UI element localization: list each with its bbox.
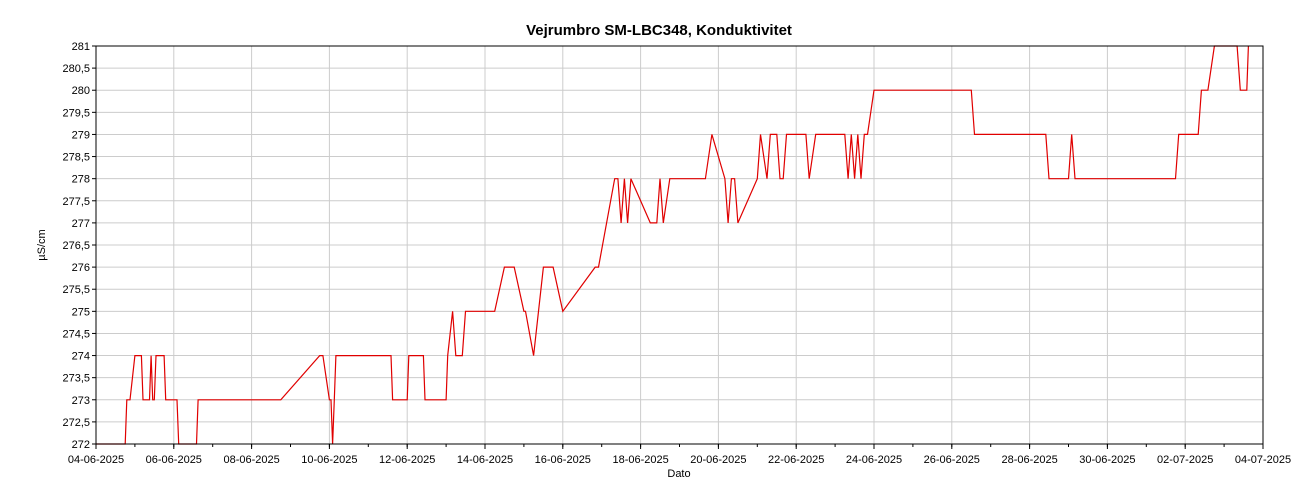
x-tick-label: 08-06-2025 <box>223 454 279 466</box>
y-tick-label: 276 <box>72 262 90 274</box>
y-tick-label: 277 <box>72 218 90 230</box>
x-tick-label: 06-06-2025 <box>146 454 202 466</box>
y-tick-label: 277,5 <box>62 196 90 208</box>
x-tick-label: 18-06-2025 <box>612 454 668 466</box>
x-tick-label: 04-06-2025 <box>68 454 124 466</box>
y-tick-label: 273 <box>72 395 90 407</box>
x-tick-label: 28-06-2025 <box>1001 454 1057 466</box>
y-tick-label: 278,5 <box>62 152 90 164</box>
x-tick-label: 30-06-2025 <box>1079 454 1135 466</box>
x-tick-label: 02-07-2025 <box>1157 454 1213 466</box>
x-axis: 04-06-2025 06-06-2025 08-06-2025 10-06-2025… <box>68 444 1291 466</box>
y-tick-label: 275 <box>72 306 90 318</box>
x-tick-label: 16-06-2025 <box>535 454 591 466</box>
x-tick-label: 24-06-2025 <box>846 454 902 466</box>
x-axis-label: Dato <box>667 468 690 480</box>
y-tick-label: 280 <box>72 85 90 97</box>
y-axis: 272 272,5 273 273,5 274 274,5 275 275,5 276 276,5… <box>62 41 96 451</box>
y-tick-label: 273,5 <box>62 373 90 385</box>
gridlines <box>95 45 1264 445</box>
y-tick-label: 280,5 <box>62 63 90 75</box>
x-tick-label: 04-07-2025 <box>1235 454 1291 466</box>
y-tick-label: 279,5 <box>62 107 90 119</box>
y-axis-label: µS/cm <box>36 229 48 260</box>
y-tick-label: 272,5 <box>62 417 90 429</box>
y-tick-label: 275,5 <box>62 284 90 296</box>
chart-title: Vejrumbro SM-LBC348, Konduktivitet <box>526 22 792 39</box>
y-tick-label: 272 <box>72 439 90 451</box>
y-tick-label: 279 <box>72 129 90 141</box>
x-tick-label: 12-06-2025 <box>379 454 435 466</box>
y-tick-label: 281 <box>72 41 90 53</box>
x-tick-label: 14-06-2025 <box>457 454 513 466</box>
y-tick-label: 278 <box>72 174 90 186</box>
y-tick-label: 274 <box>72 351 90 363</box>
x-tick-label: 26-06-2025 <box>924 454 980 466</box>
x-tick-label: 10-06-2025 <box>301 454 357 466</box>
x-tick-label: 20-06-2025 <box>690 454 746 466</box>
y-tick-label: 276,5 <box>62 240 90 252</box>
x-tick-label: 22-06-2025 <box>768 454 824 466</box>
y-tick-label: 274,5 <box>62 328 90 340</box>
